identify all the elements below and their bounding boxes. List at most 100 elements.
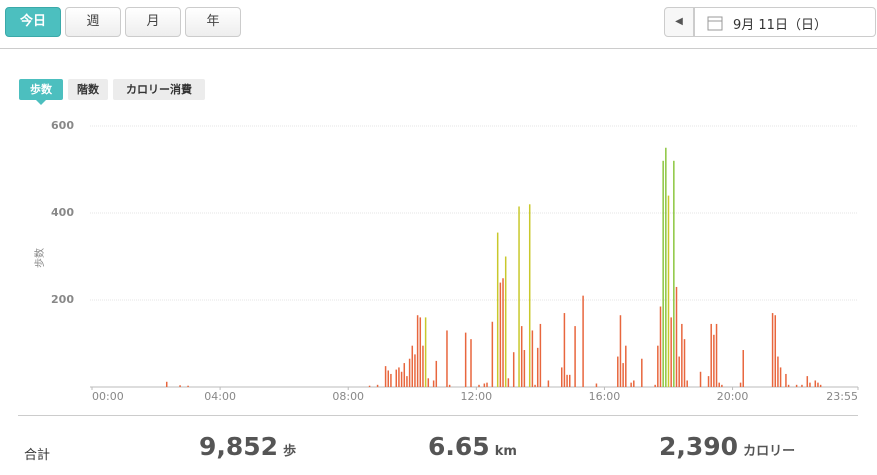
bar bbox=[659, 306, 662, 387]
summary-item: 9,852 歩 bbox=[199, 432, 296, 461]
tab[interactable]: 年 bbox=[185, 7, 241, 37]
bar bbox=[502, 278, 504, 387]
bar bbox=[817, 382, 819, 387]
bar bbox=[582, 295, 584, 387]
tab[interactable]: 今日 bbox=[5, 7, 61, 37]
bar bbox=[715, 323, 718, 387]
bar bbox=[721, 384, 723, 387]
metric-tab[interactable]: 歩数 bbox=[19, 79, 63, 100]
tab[interactable]: 月 bbox=[125, 7, 181, 37]
bar bbox=[625, 345, 627, 387]
prev-button[interactable]: ◀ bbox=[664, 7, 694, 37]
summary-item: 6.65 km bbox=[428, 432, 517, 461]
bar bbox=[710, 323, 712, 387]
bar bbox=[518, 206, 520, 387]
bar bbox=[531, 330, 534, 387]
bar bbox=[165, 381, 168, 387]
x-tick-label: 04:00 bbox=[204, 390, 236, 403]
bar bbox=[641, 358, 643, 387]
bar bbox=[419, 317, 422, 387]
bar bbox=[713, 334, 715, 387]
bar bbox=[795, 384, 798, 387]
y-axis-label: 歩数 bbox=[33, 248, 46, 268]
bar bbox=[801, 384, 803, 387]
x-tick-label: 20:00 bbox=[717, 390, 749, 403]
bar bbox=[787, 384, 790, 387]
summary-item: 2,390 カロリー bbox=[659, 432, 795, 461]
bar bbox=[814, 380, 817, 387]
bar bbox=[707, 376, 710, 387]
divider bbox=[0, 48, 877, 49]
chart: 歩数 200 400 600 00:00 04:00 08:00 12:00 16:00 20:… bbox=[33, 119, 859, 403]
bar bbox=[657, 345, 659, 387]
bar bbox=[739, 382, 742, 387]
bar bbox=[670, 317, 672, 387]
y-tick-label: 600 bbox=[51, 119, 74, 132]
bar bbox=[496, 232, 499, 387]
bar bbox=[403, 363, 406, 387]
bar bbox=[411, 345, 414, 387]
bar bbox=[771, 313, 774, 387]
bar bbox=[539, 323, 542, 387]
bar bbox=[422, 345, 424, 387]
bar bbox=[435, 360, 438, 387]
bar bbox=[464, 332, 467, 387]
summary-value: 6.65 bbox=[428, 432, 490, 461]
bar bbox=[777, 356, 779, 387]
bar bbox=[368, 385, 371, 387]
bar bbox=[520, 326, 523, 387]
bar bbox=[187, 385, 189, 387]
bar bbox=[779, 367, 782, 387]
bar bbox=[446, 330, 448, 387]
bar bbox=[699, 371, 702, 387]
bar bbox=[395, 369, 398, 387]
bar bbox=[566, 374, 568, 387]
date-picker[interactable]: 9月 11日（日） bbox=[694, 7, 876, 37]
bar bbox=[400, 371, 403, 387]
bar bbox=[424, 317, 427, 387]
bar bbox=[686, 380, 688, 387]
bar bbox=[504, 256, 507, 387]
date-text: 9月 11日（日） bbox=[733, 18, 827, 33]
metric-tab[interactable]: 階数 bbox=[68, 79, 108, 100]
summary-value: 9,852 bbox=[199, 432, 279, 461]
bar bbox=[633, 380, 635, 387]
divider bbox=[18, 415, 858, 416]
bar bbox=[470, 339, 472, 387]
bar bbox=[595, 383, 598, 387]
bar bbox=[560, 367, 563, 387]
bar bbox=[819, 384, 822, 387]
bar bbox=[491, 321, 494, 387]
x-tick-label: 08:00 bbox=[332, 390, 364, 403]
x-tick-label: 23:55 bbox=[826, 390, 858, 403]
bar bbox=[675, 286, 678, 387]
bar bbox=[486, 382, 488, 387]
bar bbox=[563, 313, 566, 387]
bar bbox=[536, 347, 539, 387]
bar bbox=[384, 366, 387, 387]
bar bbox=[528, 204, 531, 387]
bar bbox=[387, 370, 390, 387]
bar bbox=[619, 315, 622, 387]
tab-pointer bbox=[36, 100, 46, 110]
bar bbox=[654, 384, 656, 387]
bar bbox=[390, 373, 392, 387]
bar bbox=[622, 363, 624, 387]
tab[interactable]: 週 bbox=[65, 7, 121, 37]
bar bbox=[376, 384, 379, 387]
summary-unit: km bbox=[494, 444, 517, 459]
metric-tab[interactable]: カロリー消費 bbox=[113, 79, 205, 100]
bar bbox=[414, 354, 416, 387]
bar bbox=[568, 374, 571, 387]
bar bbox=[683, 339, 686, 387]
x-tick-label: 16:00 bbox=[589, 390, 621, 403]
bar bbox=[179, 385, 181, 387]
bar bbox=[416, 315, 419, 387]
bar bbox=[630, 382, 632, 387]
bar bbox=[478, 384, 480, 387]
bar bbox=[806, 376, 809, 387]
bar bbox=[718, 382, 720, 387]
bar bbox=[774, 315, 777, 387]
summary-unit: 歩 bbox=[283, 444, 297, 459]
